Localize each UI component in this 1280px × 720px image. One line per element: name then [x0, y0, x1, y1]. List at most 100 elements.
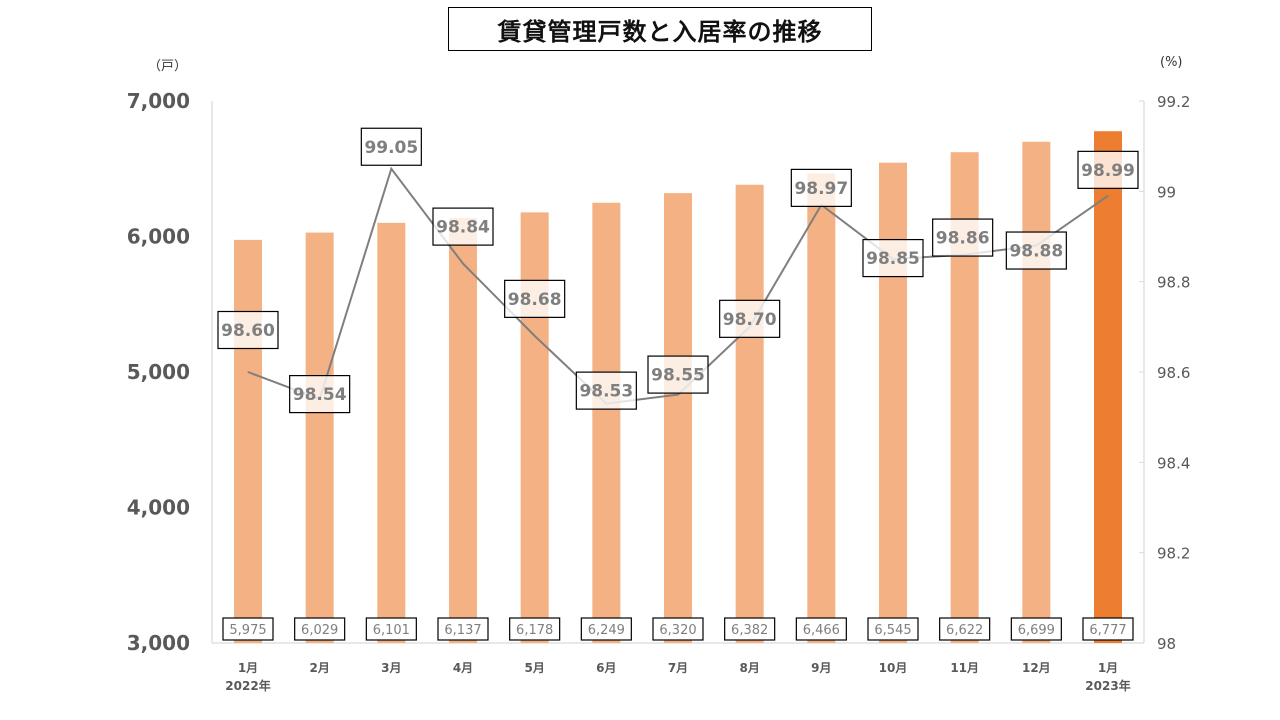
line-value-box: [575, 371, 637, 410]
bar-value-label: 6,320: [659, 623, 696, 638]
right-tick-label: 98: [1157, 635, 1176, 653]
bar-value-box: [580, 617, 632, 641]
line-value-label: 98.54: [293, 385, 347, 405]
line-point: [534, 335, 536, 337]
line-value-label: 98.53: [579, 382, 633, 402]
line-value-box: [289, 375, 351, 414]
line-value-box: [217, 310, 279, 350]
line-value-box: [647, 355, 709, 394]
left-tick-label: 7,000: [127, 89, 190, 113]
bar-value-label: 6,545: [874, 623, 911, 638]
line-value-label: 98.99: [1081, 161, 1135, 181]
bar-value-box: [795, 617, 847, 641]
bar: [520, 212, 549, 644]
line-value-box: [1005, 231, 1067, 270]
right-tick-label: 98.2: [1157, 545, 1190, 563]
bar: [449, 217, 477, 643]
line-value-label: 98.84: [436, 218, 490, 238]
right-axis-unit: (%): [1160, 55, 1183, 70]
x-tick-label: 2月: [309, 661, 329, 675]
chart-title: 賃貸管理戸数と入居率の推移: [448, 7, 872, 51]
x-tick-label: 6月: [596, 661, 616, 675]
bar-value-box: [867, 617, 919, 641]
x-tick-label: 12月: [1022, 661, 1051, 675]
x-tick-label: 10月: [879, 661, 908, 675]
left-tick-label: 3,000: [127, 631, 190, 655]
line-value-box: [432, 207, 494, 246]
line-value-box: [862, 238, 924, 278]
x-tick-label: 8月: [739, 661, 759, 675]
x-tick-label: 5月: [524, 661, 544, 675]
line-value-label: 98.86: [936, 229, 990, 249]
bar-value-label: 6,382: [731, 623, 768, 638]
left-tick-label: 4,000: [127, 496, 190, 520]
bar-value-box: [294, 617, 346, 641]
left-axis-unit: （戸）: [148, 59, 188, 74]
bar-value-label: 6,101: [373, 623, 410, 638]
line-point: [1107, 195, 1109, 197]
right-tick-label: 99: [1157, 183, 1176, 201]
x-ticks: 1月 2022年 2月 3月 4月 5月 6月 7月 8月 9月 10月 11月 12月 1月 2023年: [225, 661, 1130, 693]
bar-value-box: [1010, 617, 1062, 641]
line-value-box: [1077, 150, 1139, 189]
line-value-box: [790, 168, 852, 207]
x-tick-label: 3月: [381, 661, 401, 675]
x-tick-label: 11月: [950, 661, 979, 675]
bar-value-label: 6,699: [1018, 623, 1055, 638]
right-tick-label: 98.6: [1157, 364, 1190, 382]
line-value-label: 98.97: [794, 179, 848, 199]
line-value-label: 98.88: [1009, 242, 1063, 262]
x-tick-label: 1月: [1098, 661, 1118, 675]
bar: [1094, 131, 1122, 644]
right-tick-label: 98.4: [1157, 454, 1190, 472]
x-tick-year: 2022年: [225, 678, 270, 693]
x-tick-label: 1月: [238, 661, 258, 675]
bar-value-label: 6,466: [803, 623, 840, 638]
x-tick-label: 7月: [668, 661, 688, 675]
line-point: [390, 168, 392, 170]
right-tick-label: 98.8: [1157, 274, 1190, 292]
bar: [879, 162, 907, 643]
line-value-label: 98.70: [723, 310, 777, 330]
bar-value-label: 5,975: [229, 623, 266, 638]
bar-value-box: [652, 617, 704, 641]
bar-labels: 5,975 6,029 6,101 6,137 6,178 6,249 6,320 6,382…: [222, 617, 1134, 641]
bar-value-box: [437, 617, 489, 641]
line-point: [462, 263, 464, 265]
bar-value-label: 6,777: [1089, 623, 1126, 638]
bar: [305, 232, 334, 643]
bar: [807, 173, 836, 643]
bar-value-label: 6,622: [946, 623, 983, 638]
bar-value-box: [939, 617, 991, 641]
bar: [592, 202, 621, 643]
bar-value-box: [1082, 617, 1134, 641]
bar: [735, 184, 764, 643]
line-value-box: [932, 218, 994, 257]
line-value-box: [719, 299, 781, 338]
line-value-label: 98.68: [508, 290, 562, 310]
bar-value-label: 6,029: [301, 623, 338, 638]
x-tick-label: 9月: [811, 661, 831, 675]
x-tick-label: 4月: [453, 661, 473, 675]
bar-value-label: 6,178: [516, 623, 553, 638]
bar-value-label: 6,137: [444, 623, 481, 638]
line-value-label: 98.60: [221, 321, 275, 341]
left-tick-label: 6,000: [127, 225, 190, 249]
bar-value-box: [509, 617, 561, 641]
line-value-label: 99.05: [364, 138, 418, 158]
bar: [377, 222, 406, 643]
bar-value-box: [724, 617, 776, 641]
left-tick-label: 5,000: [127, 360, 190, 384]
bar: [234, 239, 262, 643]
line-point: [247, 371, 249, 373]
right-tick-label: 99.2: [1157, 93, 1190, 111]
bar: [1022, 141, 1051, 643]
x-tick-year: 2023年: [1085, 678, 1130, 693]
line-value-box: [360, 127, 422, 166]
bar: [664, 193, 692, 643]
line-labels: 98.60 98.54 99.05 98.84 98.68 98.53 98.55 98.70…: [217, 127, 1139, 414]
line-value-label: 98.85: [866, 249, 920, 269]
bar-value-box: [222, 617, 274, 641]
line-value-box: [504, 279, 566, 318]
